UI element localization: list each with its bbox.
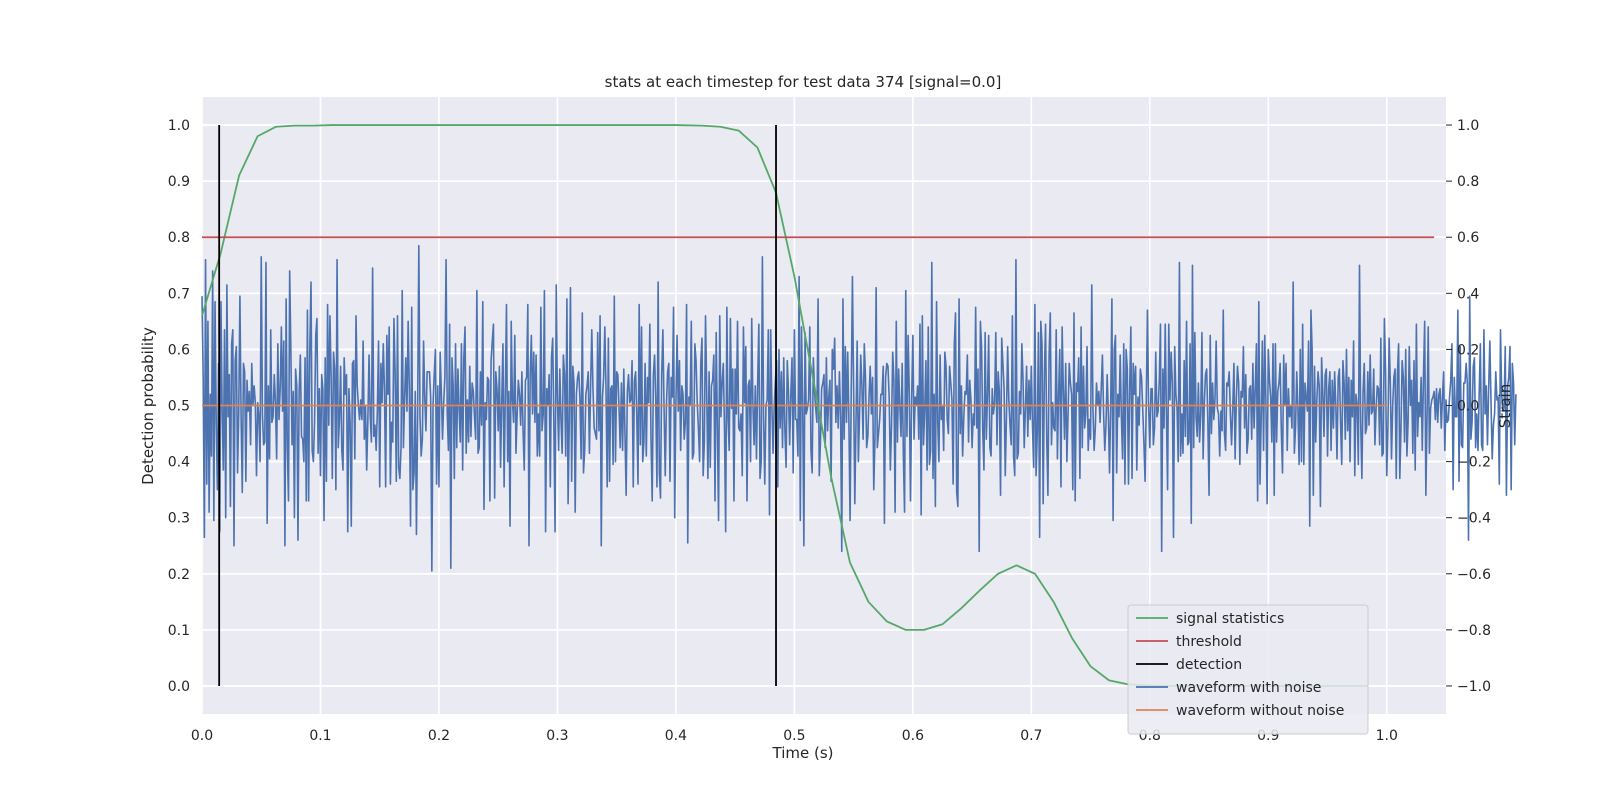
y2-tick-label: 0.2	[1457, 342, 1479, 358]
x-tick-label: 0.2	[428, 728, 450, 744]
legend-box	[1127, 604, 1369, 735]
x-tick-label: 0.4	[665, 728, 687, 744]
chart-title: stats at each timestep for test data 374…	[605, 73, 1002, 91]
y2-tick-label: 0.8	[1457, 174, 1479, 190]
x-tick-label: 1.0	[1376, 728, 1398, 744]
y-tick-label: 0.7	[168, 286, 190, 302]
y2-tick-label: −0.6	[1457, 567, 1491, 583]
x-tick-label: 0.6	[902, 728, 924, 744]
y2-axis-label: Strain	[1496, 384, 1514, 428]
y2-tick-label: 1.0	[1457, 118, 1479, 134]
x-tick-label: 0.0	[191, 728, 213, 744]
y-tick-label: 0.5	[168, 399, 190, 415]
y2-tick-label: −0.4	[1457, 511, 1491, 527]
legend-label-threshold: threshold	[1176, 634, 1242, 650]
y-tick-label: 0.6	[168, 342, 190, 358]
y-tick-label: 0.9	[168, 174, 190, 190]
y-tick-label: 0.0	[168, 679, 190, 695]
y2-tick-label: 0.6	[1457, 230, 1479, 246]
legend-label-detection: detection	[1176, 657, 1242, 673]
y-tick-label: 0.8	[168, 230, 190, 246]
x-tick-label: 0.7	[1020, 728, 1042, 744]
legend-label-waveform-without-noise: waveform without noise	[1176, 703, 1344, 719]
x-axis-label: Time (s)	[772, 744, 834, 762]
axes-layer: 0.0 0.1 0.2 0.3 0.4 0.5 0.6 0.7 0.8 0.9 1.0 0.0 0.1 0…	[168, 118, 1491, 744]
y-tick-label: 0.1	[168, 623, 190, 639]
legend-label-signal-statistics: signal statistics	[1176, 611, 1284, 627]
y2-tick-label: −0.8	[1457, 623, 1491, 639]
y-tick-label: 0.3	[168, 511, 190, 527]
y-tick-label: 0.4	[168, 455, 190, 471]
legend: signal statistics threshold detection wavef…	[1127, 604, 1369, 735]
y-tick-label: 1.0	[168, 118, 190, 134]
y-tick-label: 0.2	[168, 567, 190, 583]
y2-tick-label: 0.0	[1457, 399, 1479, 415]
y2-tick-label: 0.4	[1457, 286, 1479, 302]
x-tick-label: 0.3	[546, 728, 568, 744]
y-axis-label: Detection probability	[139, 327, 157, 485]
x-tick-label: 0.1	[309, 728, 331, 744]
x-tick-label: 0.5	[783, 728, 805, 744]
y2-tick-label: −1.0	[1457, 679, 1491, 695]
legend-label-waveform-with-noise: waveform with noise	[1176, 680, 1321, 696]
y2-tick-label: −0.2	[1457, 455, 1491, 471]
waveform-with-noise-line	[201, 244, 1517, 572]
